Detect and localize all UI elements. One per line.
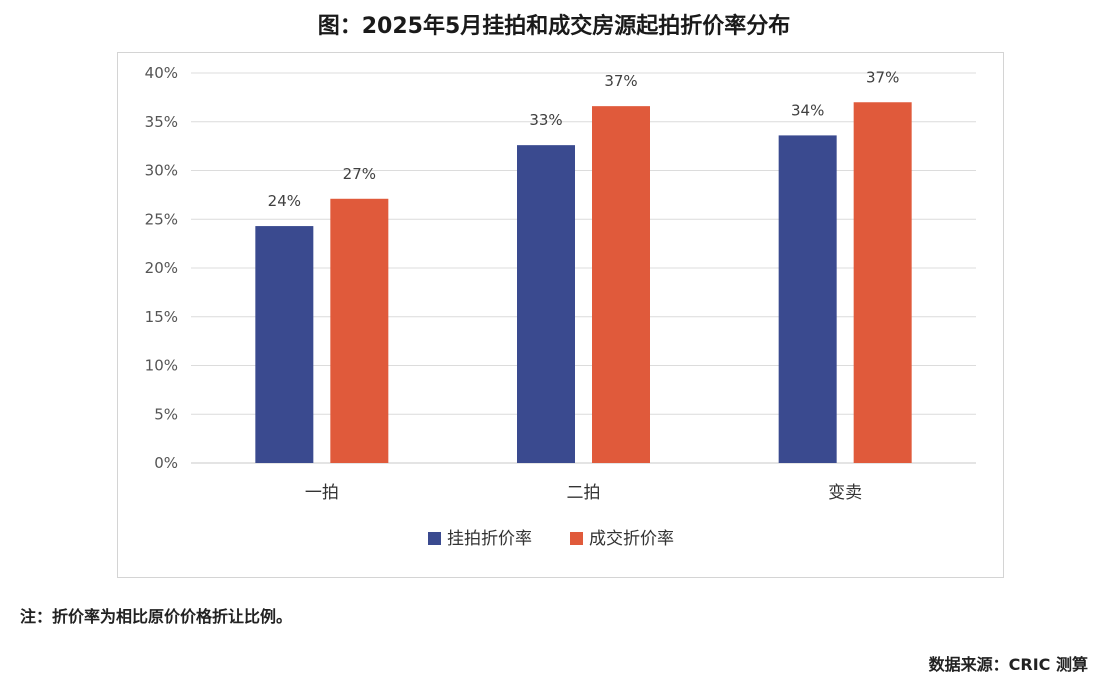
- legend-label: 成交折价率: [589, 529, 674, 549]
- y-tick-label: 30%: [145, 162, 178, 180]
- chart-area: 0% 5% 10% 15% 20% 25% 30% 35% 40% 24% 27% 一拍 33% 37% 二…: [117, 52, 1004, 578]
- y-tick-label: 40%: [145, 64, 178, 82]
- legend-label: 挂拍折价率: [447, 529, 532, 549]
- data-label: 33%: [529, 111, 562, 129]
- y-tick-label: 15%: [145, 308, 178, 326]
- y-tick-label: 35%: [145, 113, 178, 131]
- legend-swatch: [570, 532, 583, 545]
- bar-listing: [255, 226, 314, 463]
- bar-deal: [592, 106, 650, 464]
- data-label: 24%: [268, 192, 301, 210]
- chart-title: 图：2025年5月挂拍和成交房源起拍折价率分布: [317, 14, 791, 39]
- data-source: 数据来源：CRIC 测算: [928, 655, 1088, 674]
- x-tick-label: 二拍: [567, 483, 601, 503]
- y-tick-label: 10%: [145, 357, 178, 375]
- bar-listing: [778, 135, 837, 463]
- bar-deal: [853, 102, 912, 463]
- data-label: 27%: [343, 165, 376, 183]
- bar-chart: 0% 5% 10% 15% 20% 25% 30% 35% 40% 24% 27% 一拍 33% 37% 二…: [145, 64, 976, 549]
- data-label: 34%: [791, 101, 824, 119]
- bar-deal: [330, 198, 389, 463]
- footnote: 注：折价率为相比原价价格折让比例。: [20, 607, 293, 626]
- y-tick-label: 0%: [154, 454, 178, 472]
- y-tick-label: 5%: [154, 405, 178, 423]
- data-label: 37%: [604, 72, 637, 90]
- legend-swatch: [428, 532, 441, 545]
- x-tick-label: 一拍: [305, 483, 339, 503]
- bar-listing: [517, 145, 575, 463]
- x-tick-label: 变卖: [828, 483, 862, 503]
- data-label: 37%: [866, 68, 899, 86]
- y-tick-label: 25%: [145, 210, 178, 228]
- y-tick-label: 20%: [145, 259, 178, 277]
